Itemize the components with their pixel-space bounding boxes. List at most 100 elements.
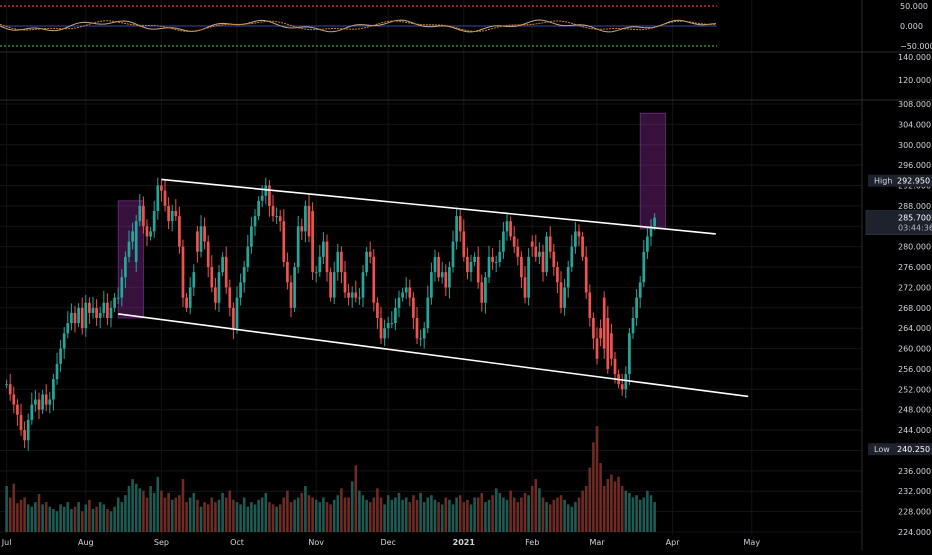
candle: [484, 271, 487, 314]
candle: [440, 261, 444, 284]
volume-bar: [469, 504, 473, 532]
candle-body: [350, 292, 354, 298]
candle-body: [329, 272, 332, 298]
candle-body: [41, 394, 44, 410]
candle: [59, 339, 62, 372]
candle-body: [26, 419, 30, 441]
candle-body: [624, 374, 628, 390]
high-marker: High 292.950: [868, 174, 932, 187]
candle-body: [498, 251, 502, 262]
candle: [462, 219, 466, 262]
candle-body: [203, 226, 206, 242]
x-axis-label: Aug: [78, 538, 94, 547]
candle: [476, 246, 480, 289]
candle-body: [419, 338, 422, 340]
candle: [412, 292, 415, 329]
candle-body: [5, 384, 8, 386]
volume-bar: [260, 497, 264, 532]
candle: [538, 242, 541, 264]
candle: [311, 202, 314, 281]
candle-body: [581, 236, 584, 257]
volume-bar: [138, 488, 142, 532]
candles: [5, 177, 656, 451]
candle-body: [62, 333, 66, 349]
candle-body: [343, 272, 347, 293]
volume-bar: [534, 479, 538, 532]
candle-body: [224, 256, 228, 288]
volume-bar: [440, 504, 444, 532]
volume-bar: [505, 499, 509, 532]
candle: [628, 327, 631, 386]
candle-body: [289, 282, 293, 308]
price-tick-label: 304.000: [898, 120, 931, 129]
low-marker: Low 240.250: [868, 443, 932, 456]
price-tick-label: 256.000: [898, 365, 931, 374]
candle-body: [210, 267, 214, 288]
price-tick-label: 228.000: [898, 508, 931, 517]
volume-bar: [606, 479, 610, 532]
candle: [494, 255, 498, 273]
volume-bar: [376, 488, 379, 532]
price-tick-label: 248.000: [898, 406, 931, 415]
candle-body: [88, 302, 91, 313]
candle: [520, 251, 523, 289]
volume-bar: [188, 497, 192, 532]
volume-bar: [631, 497, 635, 532]
volume-bar: [588, 467, 592, 532]
candle-body: [163, 190, 167, 206]
candle-body: [563, 287, 566, 308]
candle-body: [235, 297, 239, 329]
candle: [217, 265, 221, 313]
volume-bar: [602, 486, 606, 532]
volume-bar: [239, 504, 242, 532]
candle-body: [566, 267, 570, 288]
volume-bar: [12, 483, 16, 532]
volume-bar: [55, 511, 59, 532]
volume-bar: [88, 499, 91, 532]
candle: [174, 199, 178, 221]
volume-bar: [275, 506, 278, 532]
volume-bar: [214, 502, 217, 532]
volume-bar: [113, 506, 116, 532]
candle-body: [592, 318, 595, 339]
volume-bar: [642, 497, 646, 532]
candle-body: [516, 246, 520, 257]
volume-bar: [217, 499, 221, 532]
volume-bar: [559, 495, 563, 532]
candle-body: [232, 307, 235, 329]
candle-body: [412, 297, 415, 318]
candle-body: [37, 399, 41, 410]
candle-body: [584, 256, 588, 293]
candle-body: [440, 272, 444, 278]
volume-bar: [278, 504, 282, 532]
volume-bar: [646, 490, 649, 532]
candle-body: [401, 292, 404, 298]
candle: [307, 194, 311, 243]
candle-body: [12, 394, 16, 405]
volume-bar: [343, 497, 347, 532]
candle-body: [167, 205, 170, 222]
candle-body: [257, 200, 260, 217]
candle: [534, 234, 538, 262]
candle: [268, 180, 271, 217]
candle: [188, 277, 192, 315]
candle: [466, 247, 469, 280]
volume-bar: [498, 492, 502, 532]
candle-body: [397, 297, 401, 308]
price-tick-label: 280.000: [898, 243, 931, 252]
volume-bar: [347, 497, 350, 532]
volume-bar: [354, 465, 358, 532]
candle: [19, 403, 23, 436]
candle-body: [530, 241, 534, 247]
candle: [635, 288, 638, 326]
candle: [541, 244, 545, 282]
candle: [109, 300, 113, 328]
candle: [289, 275, 293, 318]
candle: [232, 302, 235, 340]
volume-bar: [394, 497, 397, 532]
candle: [332, 261, 336, 304]
volume-bar: [552, 499, 556, 532]
volume-bar: [134, 483, 138, 532]
candle: [383, 319, 386, 347]
